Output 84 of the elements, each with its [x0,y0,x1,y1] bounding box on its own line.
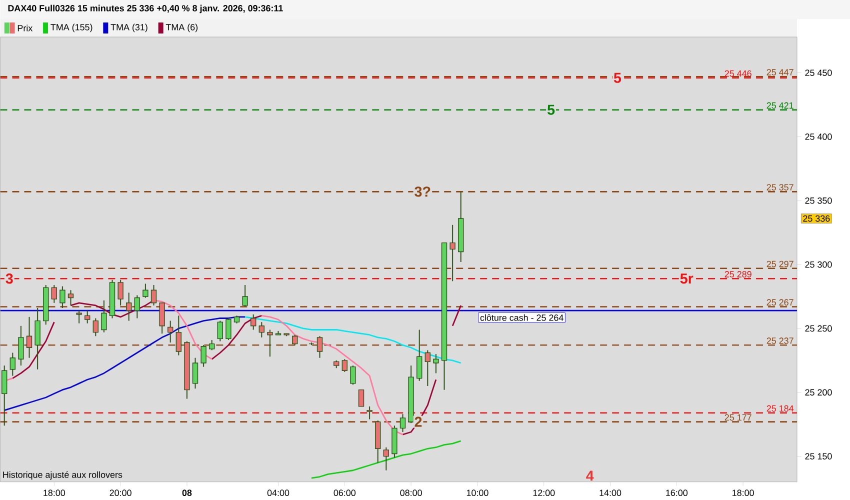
candlestick [424,350,430,387]
candlestick [433,354,439,374]
candlestick [18,325,24,366]
candlestick [366,406,372,420]
ref-line-label: 25 297 [766,260,794,268]
candlestick [101,300,107,333]
candlestick [176,315,182,356]
x-tick-label: 08 [182,490,192,496]
annotation: 5r [680,274,694,284]
candlestick [84,310,90,324]
candlestick [383,446,389,471]
legend-label: Prix [18,24,33,32]
chart-title: DAX40 Full0326 15 minutes 25 336 +0,40 % 8 janv. 2026, 09:36:11 [8,4,283,14]
x-tick-label: 20:00 [110,490,132,496]
candlestick [316,336,323,358]
x-tick-label: 14:00 [600,490,622,496]
ref-line-label: 25 177 [724,414,752,421]
candlestick [450,224,456,282]
candlestick [292,334,298,346]
candlestick [258,322,264,338]
annotation: 3? [414,186,430,197]
annotation: 5 [547,104,555,115]
candlestick [51,284,57,304]
candlestick [118,279,124,306]
candlestick [242,284,248,308]
x-tick-label: 06:00 [334,490,356,496]
annotation: 5 [614,72,622,83]
candlestick [68,290,74,306]
y-tick-label: 25 200 [805,389,832,396]
candlestick [26,316,32,358]
candlestick [2,365,8,426]
x-tick-label: 10:00 [466,490,488,496]
y-tick-label: 25 400 [805,134,832,140]
candlestick [358,390,364,407]
ref-line-label: 25 446 [724,70,752,77]
candlestick [60,286,66,309]
candlestick [142,283,148,298]
x-tick-label: 08:00 [400,490,422,496]
ref-line-label: 25 237 [766,338,794,344]
annotation: Historique ajusté aux rollovers [3,471,122,480]
candlestick [10,352,16,376]
candlestick [350,365,356,386]
ref-line-label: 25 447 [766,69,794,76]
legend-label: TMA (31) [110,24,148,32]
x-tick-label: 16:00 [666,490,688,496]
candlestick [126,292,132,322]
ref-line-label: 25 289 [724,271,752,278]
legend-label: TMA (6) [166,24,198,32]
x-tick-label: 18:00 [732,490,754,496]
candlestick [150,284,157,306]
candlestick [267,329,273,358]
candlestick [168,320,174,344]
candlestick [217,320,223,342]
candlestick [342,358,348,372]
candlestick [134,294,140,319]
annotation: 4 [586,470,594,481]
y-tick-label: 25 450 [805,70,832,76]
ref-line-label: 25 267 [766,299,794,306]
line-series [310,440,462,479]
y-tick-label: 25 350 [805,198,832,204]
candlestick [209,340,215,351]
candlestick [76,310,82,324]
ref-line-label: 25 357 [766,184,794,191]
candlestick [192,357,198,390]
y-tick-label: 25 250 [805,325,832,332]
candlestick [250,314,256,330]
legend-label: TMA (155) [50,24,92,32]
ref-line-label: 25 421 [766,102,794,109]
x-tick-label: 04:00 [267,490,290,496]
text: 25 336 [803,215,830,222]
annotation: 3 [6,274,13,284]
ref-line-label: 25 184 [766,405,794,412]
candlestick [400,414,406,433]
y-tick-label: 25 300 [805,261,832,268]
candlestick [416,329,422,382]
x-tick-label: 18:00 [44,490,66,496]
y-tick-label: 25 150 [805,453,832,460]
candlestick [159,302,165,334]
annotation: 2 [414,416,422,427]
x-tick-label: 12:00 [533,490,555,496]
candlestick [226,318,232,341]
candlestick [200,344,206,368]
ref-line-label: clôture cash - 25 264 [480,314,564,321]
candlestick [92,318,98,337]
